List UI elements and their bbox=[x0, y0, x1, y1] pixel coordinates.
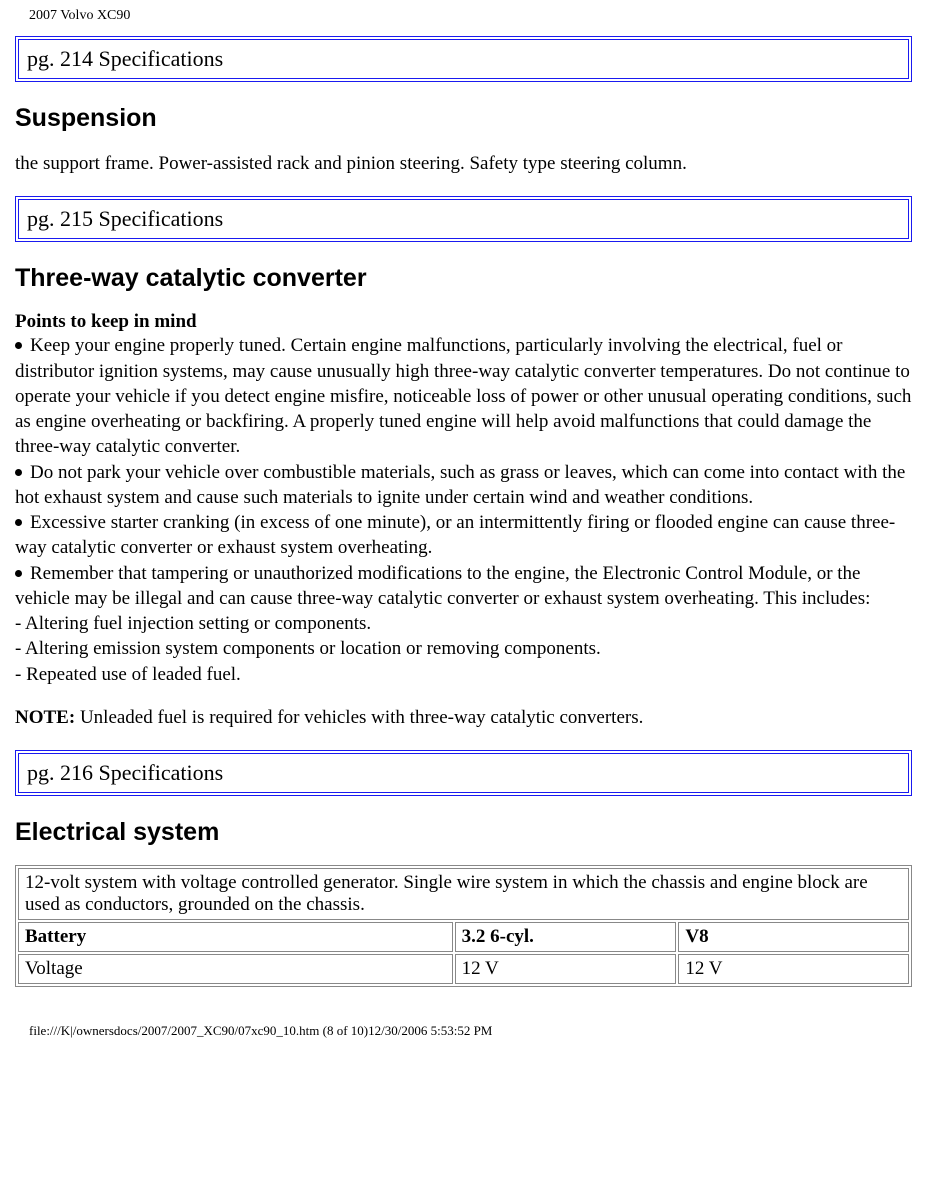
cell-voltage-label: Voltage bbox=[18, 954, 453, 984]
bullet-icon bbox=[15, 342, 22, 349]
dash-item: - Repeated use of leaded fuel. bbox=[15, 662, 912, 687]
suspension-title: Suspension bbox=[15, 104, 912, 133]
catalytic-subhead: Points to keep in mind bbox=[15, 311, 912, 333]
table-row: Voltage 12 V 12 V bbox=[18, 954, 909, 984]
bullet-text: Remember that tampering or unauthorized … bbox=[15, 563, 870, 609]
bullet-text: Excessive starter cranking (in excess of… bbox=[15, 512, 895, 558]
cell-voltage-v8: 12 V bbox=[678, 954, 909, 984]
page-header-216: pg. 216 Specifications bbox=[15, 750, 912, 796]
dash-item: - Altering fuel injection setting or com… bbox=[15, 611, 912, 636]
electrical-table: 12-volt system with voltage controlled g… bbox=[15, 865, 912, 987]
page-header-214: pg. 214 Specifications bbox=[15, 36, 912, 82]
bullet-icon bbox=[15, 570, 22, 577]
bullet-text: Do not park your vehicle over combustibl… bbox=[15, 462, 905, 508]
table-row: 12-volt system with voltage controlled g… bbox=[18, 868, 909, 920]
note-block: NOTE: Unleaded fuel is required for vehi… bbox=[15, 705, 912, 730]
note-label: NOTE: bbox=[15, 707, 75, 728]
bullet-item: Do not park your vehicle over combustibl… bbox=[15, 460, 912, 511]
bullet-icon bbox=[15, 469, 22, 476]
dash-item: - Altering emission system components or… bbox=[15, 636, 912, 661]
suspension-body: the support frame. Power-assisted rack a… bbox=[15, 151, 912, 176]
page-header-215: pg. 215 Specifications bbox=[15, 196, 912, 242]
table-row: Battery 3.2 6-cyl. V8 bbox=[18, 922, 909, 952]
electrical-intro: 12-volt system with voltage controlled g… bbox=[18, 868, 909, 920]
bullet-icon bbox=[15, 519, 22, 526]
bullet-text: Keep your engine properly tuned. Certain… bbox=[15, 335, 911, 457]
bullet-item: Remember that tampering or unauthorized … bbox=[15, 561, 912, 612]
catalytic-title: Three-way catalytic converter bbox=[15, 264, 912, 293]
bullet-item: Excessive starter cranking (in excess of… bbox=[15, 510, 912, 561]
doc-header: 2007 Volvo XC90 bbox=[29, 8, 912, 24]
cell-voltage-6cyl: 12 V bbox=[455, 954, 677, 984]
catalytic-body: Points to keep in mind Keep your engine … bbox=[15, 311, 912, 687]
bullet-item: Keep your engine properly tuned. Certain… bbox=[15, 333, 912, 459]
col-v8: V8 bbox=[678, 922, 909, 952]
footer-path: file:///K|/ownersdocs/2007/2007_XC90/07x… bbox=[29, 1023, 912, 1039]
col-battery: Battery bbox=[18, 922, 453, 952]
col-6cyl: 3.2 6-cyl. bbox=[455, 922, 677, 952]
note-text: Unleaded fuel is required for vehicles w… bbox=[75, 707, 643, 728]
electrical-title: Electrical system bbox=[15, 818, 912, 847]
